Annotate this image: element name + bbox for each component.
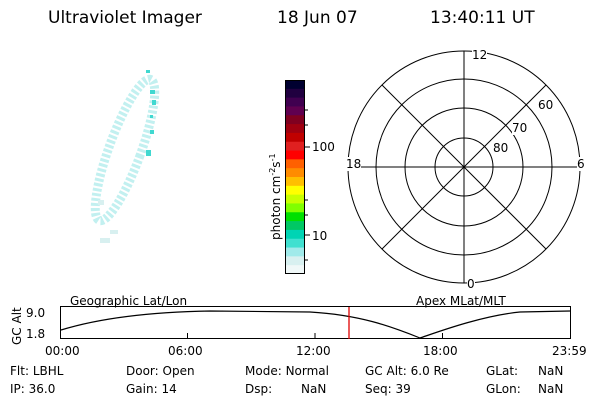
colorbar-label-unit1: photon cm xyxy=(269,175,283,240)
auroral-image xyxy=(90,70,160,243)
colorbar-axis xyxy=(305,109,310,261)
info-mode-label: Mode: xyxy=(245,364,282,378)
info-mode: Mode: Normal xyxy=(245,364,329,378)
info-dsp-value: NaN xyxy=(301,382,327,396)
colorbar-band xyxy=(285,221,305,231)
info-mode-value: Normal xyxy=(285,364,329,378)
mlt-label-12: 12 xyxy=(472,48,488,62)
info-ip-label: IP: xyxy=(10,382,25,396)
colorbar-band xyxy=(285,159,305,169)
header-date: 18 Jun 07 xyxy=(277,8,358,28)
colorbar-band xyxy=(285,247,305,257)
info-ip-value: 36.0 xyxy=(28,382,56,396)
header-time: 13:40:11 UT xyxy=(430,8,535,28)
info-gcalt-value: 6.0 Re xyxy=(410,364,449,378)
info-gain: Gain: 14 xyxy=(126,382,177,396)
colorbar-band xyxy=(285,229,305,240)
info-seq-value: 39 xyxy=(395,382,411,396)
colorbar-label: photon cm-2s-1 xyxy=(268,153,283,240)
polar-grid xyxy=(347,50,581,284)
info-glat-value: NaN xyxy=(538,364,564,378)
colorbar-band xyxy=(285,106,305,116)
altitude-strip xyxy=(60,306,571,339)
x-tick-1200: 12:00 xyxy=(296,344,331,358)
lat-label-80: 80 xyxy=(493,141,509,155)
x-tick-1800: 18:00 xyxy=(423,344,458,358)
x-tick-0600: 06:00 xyxy=(168,344,203,358)
info-door-label: Door: xyxy=(126,364,159,378)
colorbar-band xyxy=(285,185,305,196)
colorbar-band xyxy=(285,194,305,204)
colorbar-band xyxy=(285,203,305,213)
info-ip: IP: 36.0 xyxy=(10,382,55,396)
mlt-label-0: 0 xyxy=(467,277,475,291)
colorbar-gradient xyxy=(285,80,305,275)
colorbar-tick-10: 10 xyxy=(312,229,328,243)
colorbar-band xyxy=(285,124,305,134)
info-seq-label: Seq: xyxy=(365,382,392,396)
info-dsp-label: Dsp: xyxy=(245,382,273,396)
x-tick-2359: 23:59 xyxy=(552,344,587,358)
x-tick-0000: 00:00 xyxy=(45,344,80,358)
colorbar-band xyxy=(285,212,305,222)
info-glon-label: GLon: xyxy=(486,382,521,396)
info-gain-value: 14 xyxy=(161,382,177,396)
colorbar-band xyxy=(285,256,305,266)
info-flt-value: LBHL xyxy=(32,364,64,378)
colorbar-band xyxy=(285,141,305,152)
colorbar-label-unit2: s xyxy=(269,161,283,168)
info-flt-label: Flt: xyxy=(10,364,29,378)
info-glon-value: NaN xyxy=(538,382,564,396)
strip-tick-9: 9.0 xyxy=(26,306,46,320)
lat-label-60: 60 xyxy=(538,98,554,112)
colorbar-tick-100: 100 xyxy=(312,140,335,154)
lat-label-70: 70 xyxy=(512,121,528,135)
info-gcalt: GC Alt: 6.0 Re xyxy=(365,364,449,378)
app-title: Ultraviolet Imager xyxy=(48,8,202,28)
info-gcalt-label: GC Alt: xyxy=(365,364,407,378)
info-seq: Seq: 39 xyxy=(365,382,411,396)
info-door-value: Open xyxy=(162,364,195,378)
mlt-label-18: 18 xyxy=(346,157,362,171)
colorbar-label-exp2: -1 xyxy=(268,153,277,162)
mlt-label-6: 6 xyxy=(577,157,585,171)
strip-left-label: Geographic Lat/Lon xyxy=(70,294,188,308)
info-gain-label: Gain: xyxy=(126,382,158,396)
strip-y-title: GC Alt xyxy=(10,307,24,345)
strip-right-label: Apex MLat/MLT xyxy=(416,294,506,308)
colorbar-band xyxy=(285,238,305,249)
colorbar-band xyxy=(285,80,305,90)
colorbar-band xyxy=(285,97,305,107)
colorbar-band xyxy=(285,88,305,99)
colorbar-band xyxy=(285,168,305,178)
strip-tick-1_8: 1.8 xyxy=(26,327,46,341)
colorbar-band xyxy=(285,115,305,125)
colorbar-border xyxy=(285,80,305,274)
colorbar-band xyxy=(285,265,305,275)
colorbar-band xyxy=(285,150,305,160)
colorbar xyxy=(285,80,305,275)
info-door: Door: Open xyxy=(126,364,195,378)
colorbar-label-exp1: -2 xyxy=(268,167,277,176)
info-glat-label: GLat: xyxy=(486,364,519,378)
info-flt: Flt: LBHL xyxy=(10,364,63,378)
colorbar-band xyxy=(285,177,305,187)
colorbar-band xyxy=(285,132,305,143)
